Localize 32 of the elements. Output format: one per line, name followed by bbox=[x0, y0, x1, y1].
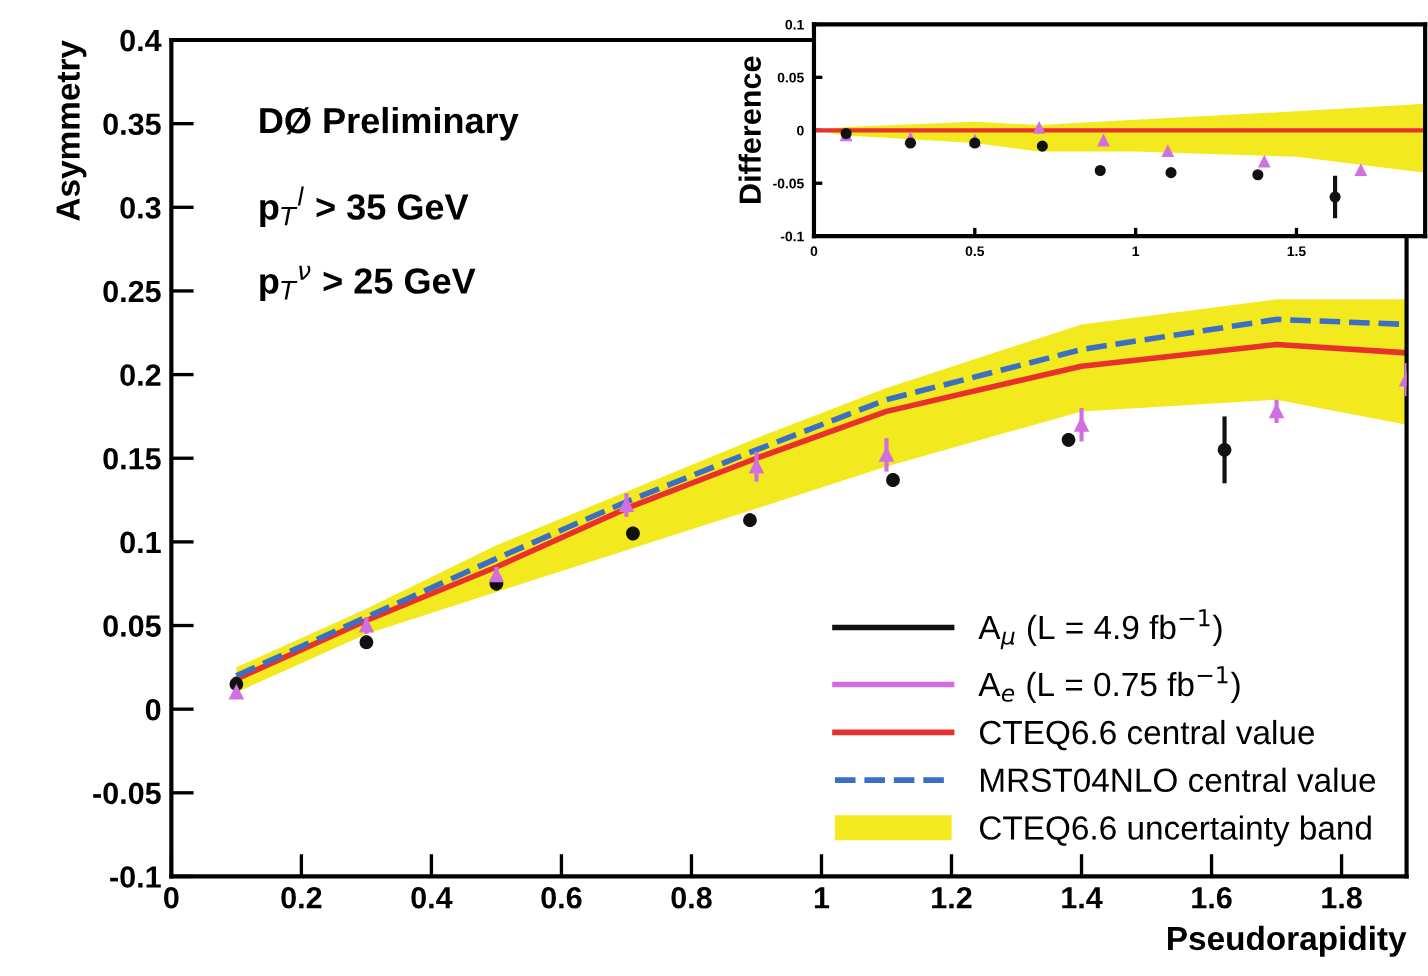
y-tick-label: 0.2 bbox=[120, 364, 161, 386]
y-axis-title: Difference bbox=[738, 56, 761, 203]
annotation: p$_{T}$$^{ν}$ > 25 GeV bbox=[260, 265, 476, 301]
y-tick-label: 0.3 bbox=[120, 197, 161, 219]
y-tick-label: -0.05 bbox=[93, 782, 161, 805]
y-tick-label: 0.4 bbox=[120, 29, 162, 52]
y-tick-label: 0.1 bbox=[120, 531, 161, 554]
y-tick-label: -0.1 bbox=[110, 866, 161, 888]
y-tick-label: 0.35 bbox=[103, 113, 161, 136]
legend-label: CTEQ6.6 central value bbox=[979, 719, 1314, 751]
legend-label: MRST04NLO central value bbox=[981, 767, 1376, 793]
y-tick-label: 0.05 bbox=[103, 615, 161, 637]
x-tick-label: 1.2 bbox=[932, 886, 972, 909]
x-tick-label: 1.6 bbox=[1192, 886, 1232, 909]
y-tick-label: 0.15 bbox=[103, 447, 161, 470]
x-tick-label: 0.4 bbox=[411, 886, 453, 909]
annotation: CTEQ6.6 uncertainty band bbox=[979, 815, 1371, 847]
x-tick-label: 1.8 bbox=[1322, 886, 1362, 909]
x-tick-label: 0.8 bbox=[671, 886, 712, 909]
y-tick-label: 0 bbox=[145, 698, 161, 721]
annotation: DØ Preliminary bbox=[260, 106, 519, 141]
x-axis-title: Pseudorapidity bbox=[1168, 925, 1407, 957]
x-tick-label: 0.2 bbox=[281, 886, 322, 909]
y-axis-title: Asymmetry bbox=[56, 40, 87, 221]
y-tick-label: 0.25 bbox=[103, 280, 161, 303]
x-tick-label: 1 bbox=[814, 887, 830, 909]
legend-label: A$_{e}$ (L = 0.75 fb$^{−1}$) bbox=[978, 666, 1240, 703]
x-tick-label: 0 bbox=[164, 886, 179, 909]
x-tick-label: 1.4 bbox=[1062, 887, 1103, 909]
x-tick-label: 0.6 bbox=[541, 886, 582, 909]
legend-label: A$_{μ}$ (L = 4.9 fb$^{−1}$) bbox=[978, 609, 1222, 650]
annotation: p$_{T}$$^{l}$ > 35 GeV bbox=[260, 186, 469, 227]
